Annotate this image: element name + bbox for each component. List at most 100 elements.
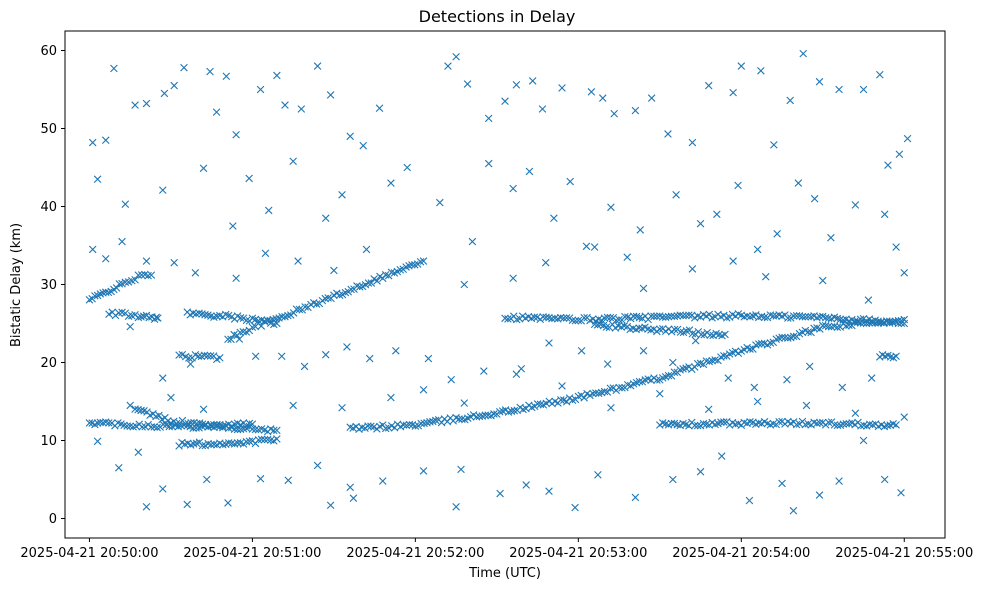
data-point-marker <box>851 201 860 209</box>
data-point-marker <box>778 479 786 488</box>
data-point-marker <box>708 356 716 365</box>
data-point-marker <box>321 294 330 303</box>
data-point-marker <box>548 314 556 323</box>
data-point-marker <box>589 389 597 398</box>
data-point-marker <box>416 258 425 266</box>
data-point-marker <box>816 419 824 427</box>
data-point-marker <box>104 288 113 297</box>
data-point-marker <box>297 105 306 113</box>
data-point-marker <box>669 358 677 367</box>
data-point-marker <box>635 377 644 386</box>
data-point-marker <box>753 245 762 254</box>
data-point-marker <box>346 483 354 492</box>
data-point-marker <box>236 314 245 322</box>
data-point-marker <box>118 237 126 246</box>
data-point-marker <box>894 319 903 328</box>
data-point-marker <box>200 351 209 360</box>
chart-title: Detections in Delay <box>419 7 576 26</box>
data-point-marker <box>362 245 371 254</box>
data-point-marker <box>720 418 728 426</box>
data-point-marker <box>131 101 139 109</box>
data-point-marker <box>235 335 244 343</box>
data-point-marker <box>667 312 676 321</box>
y-axis-ticks: 0 10 20 30 40 50 60 <box>40 44 65 527</box>
data-point-marker <box>606 384 615 393</box>
data-point-marker <box>635 324 643 332</box>
data-point-marker <box>877 318 885 327</box>
data-point-marker <box>647 326 655 334</box>
data-point-marker <box>232 130 240 139</box>
data-point-marker <box>227 335 235 344</box>
data-point-marker <box>792 420 801 429</box>
data-point-marker <box>734 181 742 190</box>
data-point-marker <box>326 91 335 99</box>
data-point-marker <box>656 389 664 398</box>
data-point-marker <box>807 328 815 337</box>
data-point-marker <box>88 138 97 147</box>
data-point-marker <box>251 425 260 434</box>
y-tick-label: 60 <box>40 44 57 59</box>
data-point-marker <box>338 191 346 199</box>
data-point-marker <box>629 312 638 321</box>
data-point-marker <box>330 266 338 275</box>
data-point-marker <box>207 420 215 429</box>
data-point-marker <box>590 243 599 251</box>
data-point-marker <box>85 419 94 427</box>
data-point-marker <box>139 312 148 320</box>
data-point-marker <box>724 374 733 382</box>
data-point-marker <box>745 496 754 505</box>
data-point-marker <box>154 314 162 322</box>
data-point-marker <box>682 311 690 320</box>
data-point-marker <box>137 406 145 415</box>
data-point-marker <box>559 314 568 322</box>
data-point-marker <box>562 314 571 322</box>
data-point-marker <box>410 261 419 269</box>
data-point-marker <box>897 319 906 328</box>
data-point-marker <box>691 336 700 345</box>
data-point-marker <box>257 322 266 330</box>
data-point-marker <box>704 81 713 90</box>
data-point-marker <box>260 435 269 444</box>
data-point-marker <box>688 265 697 273</box>
data-point-marker <box>693 421 702 430</box>
data-point-marker <box>375 104 384 113</box>
data-point-marker <box>248 323 257 332</box>
data-point-marker <box>592 389 600 397</box>
data-point-marker <box>484 159 493 168</box>
y-tick-label: 10 <box>40 434 57 449</box>
data-point-marker <box>805 362 814 371</box>
data-point-marker <box>180 63 188 72</box>
data-point-marker <box>358 423 366 432</box>
data-point-marker <box>702 357 711 365</box>
data-point-marker <box>865 420 874 429</box>
data-point-marker <box>212 108 221 116</box>
data-point-marker <box>722 314 731 322</box>
data-point-marker <box>667 419 676 428</box>
data-point-marker <box>160 89 169 98</box>
x-tick-label: 2025-04-21 20:52:00 <box>346 546 484 561</box>
data-point-marker <box>784 314 792 322</box>
data-point-marker <box>761 272 770 281</box>
data-point-marker <box>647 312 655 320</box>
data-point-marker <box>444 62 452 70</box>
data-point-marker <box>248 420 257 428</box>
data-point-marker <box>284 476 293 485</box>
data-point-marker <box>773 230 781 238</box>
data-point-marker <box>571 316 580 325</box>
data-point-marker <box>300 362 309 371</box>
data-point-marker <box>101 136 110 144</box>
data-point-marker <box>667 372 676 380</box>
data-point-marker <box>112 284 121 292</box>
data-point-marker <box>99 418 107 427</box>
data-point-marker <box>729 88 737 97</box>
data-point-marker <box>885 319 894 327</box>
data-point-marker <box>463 80 472 88</box>
data-point-marker <box>88 245 97 254</box>
data-point-marker <box>114 464 123 472</box>
y-tick-label: 40 <box>40 200 57 215</box>
data-point-marker <box>900 413 909 421</box>
data-point-marker <box>897 488 905 497</box>
data-point-marker <box>452 503 460 511</box>
data-point-marker <box>399 421 408 429</box>
data-point-marker <box>142 257 151 265</box>
